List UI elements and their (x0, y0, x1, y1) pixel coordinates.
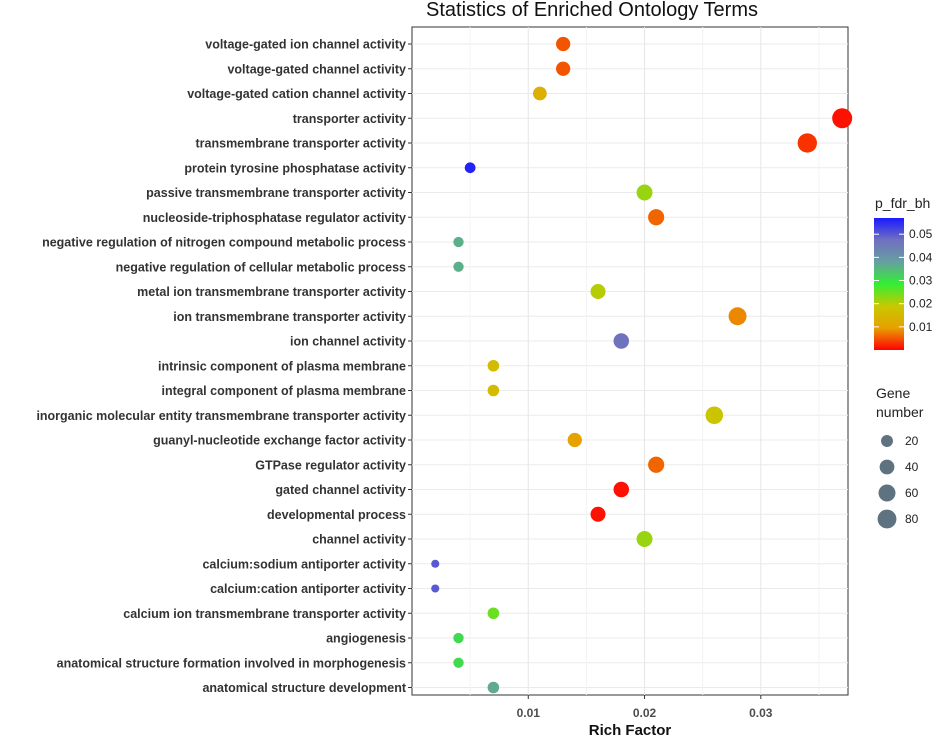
term-label: transporter activity (293, 112, 406, 126)
term-label: guanyl-nucleotide exchange factor activi… (153, 434, 406, 448)
data-points (431, 36, 853, 694)
x-axis-title: Rich Factor (589, 722, 672, 738)
color-legend-bar (874, 218, 904, 350)
size-legend-point (881, 435, 893, 447)
term-label: protein tyrosine phosphatase activity (184, 161, 406, 175)
term-label: inorganic molecular entity transmembrane… (36, 409, 406, 423)
data-point (613, 481, 630, 498)
size-legend-label: 40 (905, 460, 919, 474)
color-legend-ticks: 0.05 0.04 0.03 0.02 0.01 (874, 227, 933, 334)
term-label: developmental process (267, 508, 406, 522)
data-point (487, 681, 500, 694)
data-point (648, 456, 665, 473)
data-point (556, 36, 571, 52)
data-point (556, 61, 571, 76)
term-label: anatomical structure formation involved … (57, 656, 406, 670)
x-axis-ticks: 0.01 0.02 0.03 (517, 695, 773, 720)
term-label: angiogenesis (326, 632, 406, 646)
data-point (728, 307, 747, 326)
term-label: voltage-gated ion channel activity (205, 38, 406, 52)
term-label: ion channel activity (290, 335, 406, 349)
color-legend: p_fdr_bh 0.05 0.04 0.03 0.02 0.01 (874, 195, 933, 350)
size-legend-title-line1: Gene (876, 385, 910, 401)
data-point (453, 236, 464, 248)
chart-title: Statistics of Enriched Ontology Terms (426, 0, 758, 21)
term-label: anatomical structure development (202, 681, 406, 695)
x-tick-label: 0.01 (517, 706, 541, 720)
color-legend-label: 0.02 (909, 297, 933, 311)
plot-panel (411, 26, 849, 696)
term-label: ion transmembrane transporter activity (173, 310, 406, 324)
data-point (832, 108, 853, 129)
term-label: calcium:cation antiporter activity (210, 582, 406, 596)
color-legend-label: 0.05 (909, 227, 933, 241)
term-label: negative regulation of nitrogen compound… (42, 236, 406, 250)
term-label: GTPase regulator activity (255, 458, 406, 472)
term-labels: voltage-gated ion channel activity voltag… (36, 38, 412, 695)
term-label: passive transmembrane transporter activi… (146, 186, 406, 200)
data-point (487, 384, 500, 397)
x-tick-label: 0.03 (749, 706, 773, 720)
data-point (648, 209, 665, 226)
data-point (636, 531, 653, 547)
term-label: metal ion transmembrane transporter acti… (137, 285, 406, 299)
data-point (590, 283, 606, 300)
color-legend-title: p_fdr_bh (875, 195, 930, 211)
size-legend-point (879, 459, 895, 475)
size-legend-point (878, 484, 896, 502)
term-label: calcium ion transmembrane transporter ac… (123, 607, 406, 621)
data-point (431, 584, 440, 593)
term-label: intrinsic component of plasma membrane (158, 359, 406, 373)
size-legend: Gene number 20 40 60 80 (876, 385, 924, 529)
data-point (590, 506, 606, 522)
term-label: integral component of plasma membrane (162, 384, 407, 398)
term-label: calcium:sodium antiporter activity (202, 557, 406, 571)
color-legend-label: 0.03 (909, 274, 933, 288)
size-legend-point (877, 509, 897, 529)
data-point (453, 632, 464, 644)
data-point (487, 359, 500, 372)
term-label: nucleoside-triphosphatase regulator acti… (143, 211, 406, 225)
data-point (636, 184, 653, 201)
x-tick-label: 0.02 (633, 706, 657, 720)
data-point (487, 607, 500, 620)
data-point (464, 162, 476, 174)
data-point (453, 261, 464, 272)
data-point (431, 559, 440, 568)
data-point (533, 86, 547, 101)
term-label: negative regulation of cellular metaboli… (116, 260, 406, 274)
data-point (705, 406, 724, 425)
color-legend-label: 0.04 (909, 250, 933, 264)
size-legend-label: 20 (905, 434, 919, 448)
term-label: gated channel activity (275, 483, 406, 497)
size-legend-label: 60 (905, 486, 919, 500)
size-legend-items: 20 40 60 80 (877, 434, 919, 529)
color-legend-label: 0.01 (909, 320, 933, 334)
size-legend-title-line2: number (876, 404, 924, 420)
size-legend-label: 80 (905, 512, 919, 526)
term-label: voltage-gated channel activity (227, 62, 406, 76)
term-label: transmembrane transporter activity (196, 137, 407, 151)
data-point (567, 432, 582, 448)
data-point (797, 133, 817, 153)
data-point (613, 333, 630, 349)
term-label: channel activity (312, 533, 406, 547)
data-point (453, 657, 464, 668)
term-label: voltage-gated cation channel activity (187, 87, 406, 101)
grid-lines (412, 27, 848, 695)
